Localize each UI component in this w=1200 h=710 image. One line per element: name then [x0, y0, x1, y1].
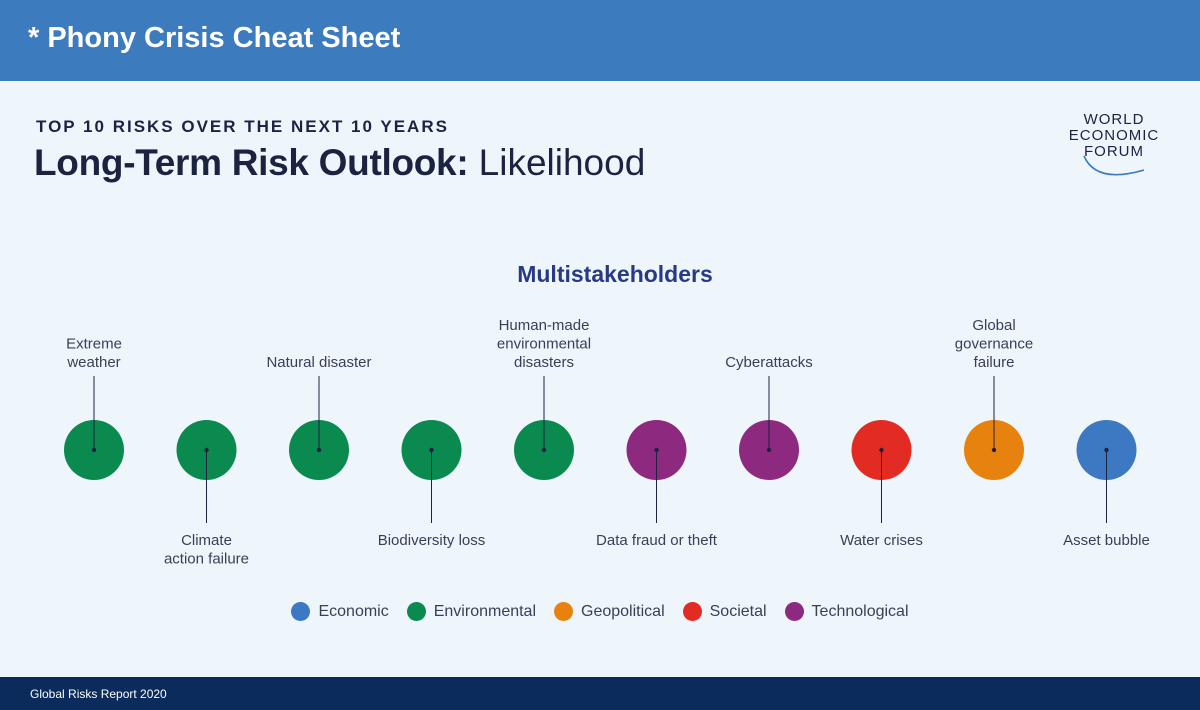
risk-center-dot: [1104, 447, 1109, 453]
risk-item-extreme-weather: Extreme weather: [64, 336, 124, 480]
risk-label-line: action failure: [164, 551, 249, 568]
legend-dot-geopolitical: [554, 602, 574, 621]
risk-center-dot: [879, 447, 884, 453]
footer-text: Global Risks Report 2020: [30, 687, 167, 701]
top-banner: * Phony Crisis Cheat Sheet: [0, 0, 1200, 81]
logo-line-1: WORLD: [1083, 111, 1145, 128]
legend-dot-societal: [682, 602, 702, 621]
risk-label-line: Global: [972, 317, 1015, 334]
wef-logo: WORLD ECONOMIC FORUM: [1056, 112, 1172, 184]
risk-center-dot: [204, 447, 209, 453]
risk-label-global-governance-failure: Global governance failure: [955, 317, 1033, 371]
logo-text: WORLD ECONOMIC FORUM: [1056, 112, 1172, 160]
risk-item-natural-disaster: Natural disaster: [266, 354, 372, 480]
risk-chart: Extreme weather Climate action failure Natur…: [64, 317, 1150, 568]
risk-label-line: environmental: [497, 336, 591, 353]
logo-line-2: ECONOMIC: [1068, 127, 1160, 144]
legend-label-environmental: Environmental: [433, 602, 537, 620]
risk-label-line: governance: [955, 336, 1033, 353]
risk-center-dot: [316, 447, 322, 453]
risk-center-dot: [429, 447, 434, 453]
risk-item-global-governance-failure: Global governance failure: [955, 317, 1033, 480]
legend-item-environmental: Environmental: [406, 602, 537, 621]
risk-center-dot: [654, 447, 659, 453]
risk-center-dot: [766, 447, 772, 453]
risk-label-asset-bubble: Asset bubble: [1063, 532, 1150, 549]
legend-dot-economic: [291, 602, 311, 621]
risk-label-line: failure: [974, 354, 1015, 371]
legend-item-economic: Economic: [291, 602, 389, 621]
risk-label-data-fraud-or-theft: Data fraud or theft: [596, 532, 718, 549]
legend-item-geopolitical: Geopolitical: [554, 602, 665, 621]
risk-item-asset-bubble: Asset bubble: [1063, 420, 1150, 549]
legend-label-economic: Economic: [318, 602, 389, 620]
risk-item-cyberattacks: Cyberattacks: [725, 354, 813, 480]
risk-label-extreme-weather: Extreme weather: [66, 336, 122, 372]
risk-item-human-made-environmental-disasters: Human-made environmental disasters: [497, 317, 591, 480]
risk-label-line: weather: [66, 354, 120, 371]
risk-label-line: Data fraud or theft: [596, 532, 718, 549]
legend-dot-technological: [784, 602, 804, 621]
title-bold-part: Long-Term Risk Outlook:: [34, 142, 469, 183]
logo-line-3: FORUM: [1084, 143, 1144, 160]
risk-label-line: Human-made: [499, 317, 590, 334]
risk-center-dot: [991, 447, 997, 453]
risk-label-line: Cyberattacks: [725, 354, 813, 371]
legend-label-technological: Technological: [811, 602, 909, 620]
legend: Economic Environmental Geopolitical Soci…: [0, 602, 1200, 621]
risk-center-dot: [541, 447, 547, 453]
legend-item-technological: Technological: [784, 602, 909, 621]
chart-subtitle: TOP 10 RISKS OVER THE NEXT 10 YEARS: [36, 117, 449, 136]
risk-label-line: Climate: [181, 532, 232, 549]
risk-label-human-made-environmental-disasters: Human-made environmental disasters: [497, 317, 591, 371]
legend-dot-environmental: [406, 602, 426, 621]
page-title: Long-Term Risk Outlook: Likelihood: [34, 142, 645, 184]
footer-bar: Global Risks Report 2020: [0, 677, 1200, 710]
risk-label-line: Asset bubble: [1063, 532, 1150, 549]
title-light-part: Likelihood: [478, 142, 646, 183]
risk-label-line: disasters: [514, 354, 574, 371]
legend-label-societal: Societal: [709, 602, 767, 620]
legend-label-geopolitical: Geopolitical: [581, 602, 665, 620]
risk-label-natural-disaster: Natural disaster: [266, 354, 371, 371]
risk-item-data-fraud-or-theft: Data fraud or theft: [596, 420, 718, 549]
risk-label-climate-action-failure: Climate action failure: [164, 532, 249, 568]
risk-item-biodiversity-loss: Biodiversity loss: [378, 420, 486, 549]
chart-title: Multistakeholders: [517, 261, 713, 287]
risk-item-water-crises: Water crises: [840, 420, 923, 549]
logo-arc-icon: [1083, 155, 1145, 176]
risk-center-dot: [91, 447, 97, 453]
risk-label-water-crises: Water crises: [840, 532, 923, 549]
banner-title: * Phony Crisis Cheat Sheet: [28, 22, 401, 54]
risk-label-biodiversity-loss: Biodiversity loss: [378, 532, 486, 549]
risk-label-line: Extreme: [66, 336, 122, 353]
risk-label-line: Water crises: [840, 532, 923, 549]
risk-label-line: Natural disaster: [266, 354, 371, 371]
risk-label-line: Biodiversity loss: [378, 532, 486, 549]
risk-label-cyberattacks: Cyberattacks: [725, 354, 813, 371]
legend-item-societal: Societal: [682, 602, 767, 621]
risk-item-climate-action-failure: Climate action failure: [164, 420, 249, 568]
